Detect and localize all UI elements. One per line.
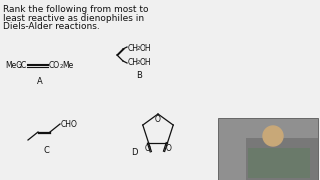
Text: least reactive as dienophiles in: least reactive as dienophiles in	[3, 14, 144, 22]
Text: 2: 2	[60, 64, 63, 69]
Text: OH: OH	[140, 58, 151, 67]
Text: B: B	[136, 71, 142, 80]
Text: A: A	[37, 77, 43, 86]
Text: CO: CO	[49, 60, 60, 69]
Bar	[246, 138, 318, 180]
Text: OH: OH	[140, 44, 151, 53]
Text: Diels-Alder reactions.: Diels-Alder reactions.	[3, 22, 100, 31]
Text: CHO: CHO	[61, 120, 78, 129]
Text: O: O	[155, 115, 161, 124]
Text: 2: 2	[19, 64, 22, 69]
Circle shape	[263, 126, 283, 146]
Text: CH: CH	[128, 58, 139, 67]
Text: O: O	[145, 144, 150, 153]
Bar	[248, 148, 310, 178]
Text: D: D	[131, 148, 137, 157]
Text: Rank the following from most to: Rank the following from most to	[3, 5, 148, 14]
Bar	[218, 118, 318, 180]
Text: 2: 2	[137, 46, 140, 51]
Text: CH: CH	[128, 44, 139, 53]
Text: MeO: MeO	[5, 60, 22, 69]
Text: 2: 2	[137, 60, 140, 64]
Text: C: C	[43, 146, 49, 155]
Text: O: O	[166, 144, 172, 153]
Text: Me: Me	[62, 60, 73, 69]
Text: C: C	[21, 60, 26, 69]
